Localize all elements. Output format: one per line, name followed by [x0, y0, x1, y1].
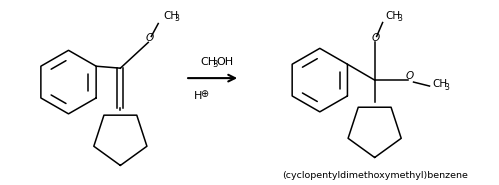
Text: CH: CH [200, 57, 216, 67]
Text: 3: 3 [212, 60, 218, 69]
Text: O: O [372, 33, 380, 43]
Text: CH: CH [163, 11, 178, 21]
Text: CH: CH [386, 11, 401, 21]
Text: 3: 3 [175, 14, 180, 23]
Text: ⊕: ⊕ [200, 89, 208, 99]
Text: 3: 3 [397, 14, 402, 23]
Text: H: H [194, 91, 203, 101]
Text: O: O [406, 71, 414, 81]
Text: O: O [145, 33, 153, 43]
Text: OH: OH [216, 57, 233, 67]
Text: CH: CH [433, 79, 448, 89]
Text: (cyclopentyldimethoxymethyl)benzene: (cyclopentyldimethoxymethyl)benzene [282, 171, 468, 180]
Text: 3: 3 [444, 83, 449, 92]
